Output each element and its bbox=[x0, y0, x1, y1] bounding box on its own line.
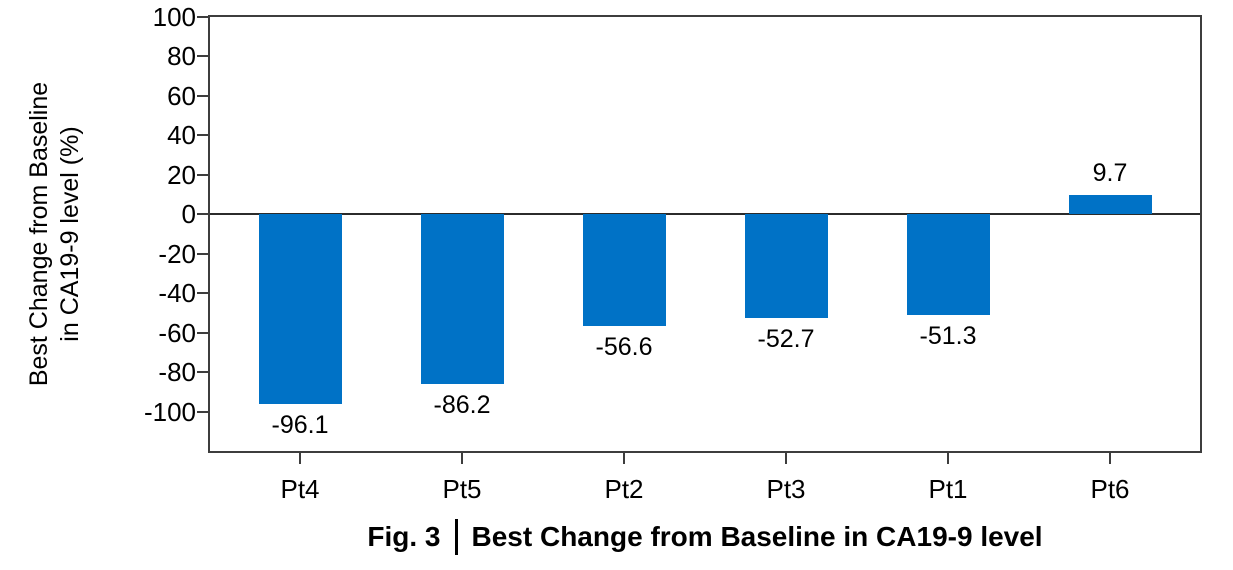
x-tick-mark bbox=[785, 453, 787, 464]
y-axis-title-line1: Best Change from Baseline bbox=[25, 81, 53, 387]
bar-value-label: -51.3 bbox=[919, 322, 977, 351]
y-tick-label: 80 bbox=[167, 41, 196, 72]
y-tick-label: 0 bbox=[181, 199, 196, 230]
bar-pt6 bbox=[1068, 195, 1152, 215]
x-tick-mark bbox=[623, 453, 625, 464]
x-tick-mark bbox=[1109, 453, 1111, 464]
y-tick-label: -100 bbox=[143, 396, 196, 427]
bar-value-label: 9.7 bbox=[1092, 159, 1128, 188]
x-tick-label: Pt6 bbox=[1090, 474, 1130, 504]
zero-line bbox=[210, 213, 1200, 216]
x-tick-label: Pt1 bbox=[928, 474, 968, 504]
figure-caption-prefix: Fig. 3 bbox=[367, 521, 441, 552]
x-tick-label: Pt5 bbox=[442, 474, 482, 504]
y-tick-mark bbox=[197, 213, 208, 216]
y-tick-mark bbox=[197, 134, 208, 137]
y-tick-label: -60 bbox=[158, 317, 196, 348]
y-tick-label: 100 bbox=[152, 2, 196, 32]
y-tick-mark bbox=[197, 16, 208, 18]
bar-value-label: -52.7 bbox=[757, 325, 815, 354]
bar-pt2 bbox=[582, 214, 666, 326]
y-tick-mark bbox=[197, 331, 208, 334]
figure-caption: Fig. 3 Best Change from Baseline in CA19… bbox=[210, 519, 1200, 555]
y-axis-title-line2: in CA19-9 level (%) bbox=[56, 126, 84, 342]
bar-value-label: -96.1 bbox=[271, 410, 329, 439]
plot-frame bbox=[208, 15, 1202, 453]
y-tick-mark bbox=[197, 410, 208, 413]
y-tick-label: 20 bbox=[167, 159, 196, 190]
y-tick-label: 40 bbox=[167, 120, 196, 151]
y-tick-mark bbox=[197, 371, 208, 374]
x-tick-label: Pt2 bbox=[604, 474, 644, 504]
bar-pt3 bbox=[744, 214, 828, 319]
figure-caption-title: Best Change from Baseline in CA19-9 leve… bbox=[471, 521, 1043, 552]
y-tick-mark bbox=[197, 252, 208, 255]
bar-value-label: -86.2 bbox=[433, 391, 491, 420]
x-tick-mark bbox=[947, 453, 949, 464]
y-tick-mark bbox=[197, 292, 208, 295]
bar-pt4 bbox=[258, 214, 342, 404]
x-tick-mark bbox=[299, 453, 301, 464]
y-tick-mark bbox=[197, 55, 208, 58]
x-tick-mark bbox=[461, 453, 463, 464]
y-tick-mark bbox=[197, 94, 208, 97]
bar-pt5 bbox=[420, 214, 504, 385]
y-axis-title-text: Best Change from Baseline in CA19-9 leve… bbox=[24, 82, 86, 386]
bar-pt1 bbox=[906, 214, 990, 316]
y-tick-label: -80 bbox=[158, 357, 196, 388]
y-tick-label: 60 bbox=[167, 80, 196, 111]
y-tick-label: -20 bbox=[158, 238, 196, 269]
x-tick-label: Pt3 bbox=[766, 474, 806, 504]
x-tick-label: Pt4 bbox=[280, 474, 320, 504]
bar-value-label: -56.6 bbox=[595, 332, 653, 361]
y-tick-mark bbox=[197, 173, 208, 176]
caption-divider-bar bbox=[454, 519, 458, 555]
y-tick-label: -40 bbox=[158, 278, 196, 309]
